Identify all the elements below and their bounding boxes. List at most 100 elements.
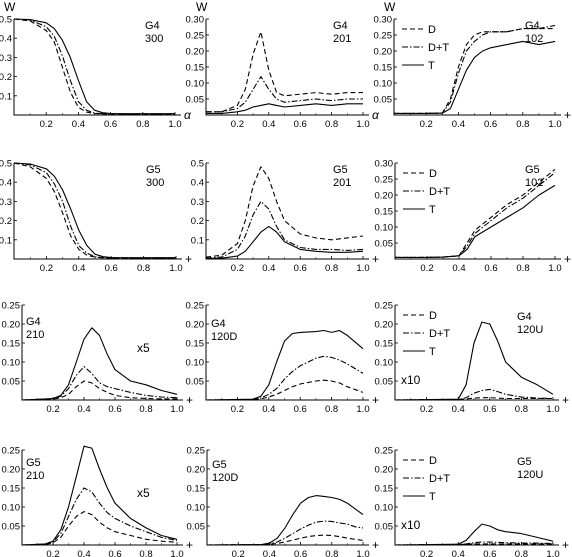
legend-label: D	[429, 310, 437, 322]
x-tick-label: 0.6	[483, 404, 496, 415]
y-tick-label: 0.10	[374, 79, 393, 90]
legend-label: T	[428, 60, 435, 72]
series-line-dashdot	[21, 487, 178, 546]
y-tick-label: 0.4	[0, 34, 12, 45]
y-tick-label: 0.15	[186, 339, 205, 350]
series-line-dashed	[206, 534, 364, 546]
y-tick-label: 0.2	[191, 216, 204, 227]
x-tick-label: 0.4	[452, 119, 465, 130]
y-tick-label: 0.30	[374, 15, 393, 26]
x-tick-label: 0.4	[262, 119, 275, 130]
y-tick-label: 0.1	[191, 235, 204, 246]
x-tick-label: 1.0	[170, 549, 183, 557]
x-tick-label: 0.2	[420, 404, 433, 415]
scale-note: x10	[401, 518, 421, 532]
y-tick-label: 0.20	[186, 47, 205, 58]
x-tick-label: 1.0	[356, 263, 369, 274]
x-tick-label: 1.0	[546, 549, 559, 557]
legend-label: D+T	[429, 473, 450, 485]
y-axis-symbol: W	[4, 0, 16, 14]
y-tick-label: 0.10	[375, 223, 394, 234]
y-tick-label: 0.10	[375, 358, 394, 369]
panel-config-label: 120D	[211, 331, 237, 343]
x-tick-label: 0.8	[325, 404, 338, 415]
x-tick-label: 0.6	[294, 119, 307, 130]
y-tick-label: 0.5	[0, 159, 12, 170]
x-tick-label: 1.0	[548, 119, 561, 130]
panel-config-label: 201	[333, 33, 351, 45]
y-tick-label: 0.20	[186, 320, 205, 331]
x-tick-label: 0.6	[484, 263, 497, 274]
panel-model-label: G5	[525, 164, 540, 176]
panel-model-label: G5	[212, 459, 227, 471]
y-tick-label: 0.2	[0, 72, 12, 83]
legend-label: D	[429, 168, 437, 180]
legend-label: T	[429, 491, 436, 503]
y-tick-label: 0.1	[0, 91, 12, 102]
y-tick-label: 0.25	[187, 446, 206, 457]
y-tick-label: 0.15	[186, 63, 205, 74]
x-tick-label: 0.8	[139, 549, 152, 557]
x-tick-label: 1.0	[546, 404, 559, 415]
y-tick-label: 0.05	[187, 522, 206, 533]
y-tick-label: 0.15	[2, 339, 21, 350]
x-tick-label: 0.8	[516, 119, 529, 130]
x-tick-label: 0.8	[325, 263, 338, 274]
series-line-dashed	[206, 31, 363, 113]
scale-note: x5	[137, 341, 150, 355]
x-tick-label: 0.4	[262, 404, 275, 415]
y-tick-label: 0.30	[186, 15, 205, 26]
x-tick-label: 0.6	[484, 119, 497, 130]
y-tick-label: 0.05	[186, 95, 205, 106]
x-tick-label: 0.6	[294, 263, 307, 274]
y-tick-label: 0.25	[186, 31, 205, 42]
series-line-dashed	[21, 511, 178, 546]
series-line-dashed	[21, 380, 177, 401]
y-tick-label: 0.05	[2, 377, 21, 388]
series-line-dashdot	[206, 520, 364, 546]
x-tick-label: 0.4	[452, 404, 465, 415]
series-line-solid	[394, 321, 554, 401]
x-tick-label: 0.2	[231, 263, 244, 274]
x-tick-label: 0.2	[231, 119, 244, 130]
x-axis-symbol: α	[184, 108, 192, 122]
x-tick-label: 1.0	[548, 263, 561, 274]
y-tick-label: 0.15	[374, 63, 393, 74]
chart-panel-G4-201: 0.2 0.4 0.6 0.8 1.0 0.05 0.10 0.15 0.20 0.25 0.30W…	[186, 0, 381, 130]
y-tick-label: 0.05	[186, 377, 205, 388]
legend-label: D	[429, 455, 437, 467]
x-tick-label: 0.6	[108, 549, 121, 557]
panel-model-label: G5	[146, 164, 161, 176]
y-tick-label: 0.05	[2, 522, 21, 533]
y-tick-label: 0.15	[375, 484, 394, 495]
series-line-dashed	[205, 379, 364, 401]
legend-label: D+T	[429, 186, 450, 198]
chart-panel-G5-120U: 0.2 0.4 0.6 0.8 1.0 0.05 0.10 0.15 0.20 0.25 + D D+T…	[375, 446, 570, 557]
y-tick-label: 0.05	[374, 95, 393, 106]
y-tick-label: 0.15	[375, 339, 394, 350]
x-axis-symbol: α	[372, 108, 380, 122]
x-tick-label: 0.8	[516, 263, 529, 274]
y-tick-label: 0.20	[187, 465, 206, 476]
chart-panel-G4-210: 0.2 0.4 0.6 0.8 1.0 0.05 0.10 0.15 0.20 0.25 + G421…	[2, 301, 194, 416]
panel-model-label: G4	[26, 316, 41, 328]
y-tick-label: 0.10	[2, 503, 21, 514]
y-tick-label: 0.25	[375, 446, 394, 457]
panel-config-label: 300	[145, 33, 163, 45]
y-tick-label: 0.05	[375, 377, 394, 388]
panel-config-label: 300	[146, 177, 164, 189]
series-line-dashed	[205, 166, 364, 258]
panel-model-label: G5	[517, 456, 532, 468]
x-tick-label: 0.8	[325, 549, 338, 557]
series-line-solid	[206, 103, 363, 114]
y-tick-label: 0.25	[186, 301, 205, 312]
y-tick-label: 0.5	[191, 159, 204, 170]
y-tick-label: 0.05	[375, 522, 394, 533]
x-tick-label: 0.4	[72, 119, 85, 130]
x-tick-label: 0.2	[420, 549, 433, 557]
panel-model-label: G5	[26, 457, 41, 469]
x-axis-symbol: +	[562, 538, 569, 552]
x-axis-symbol: +	[564, 252, 571, 266]
